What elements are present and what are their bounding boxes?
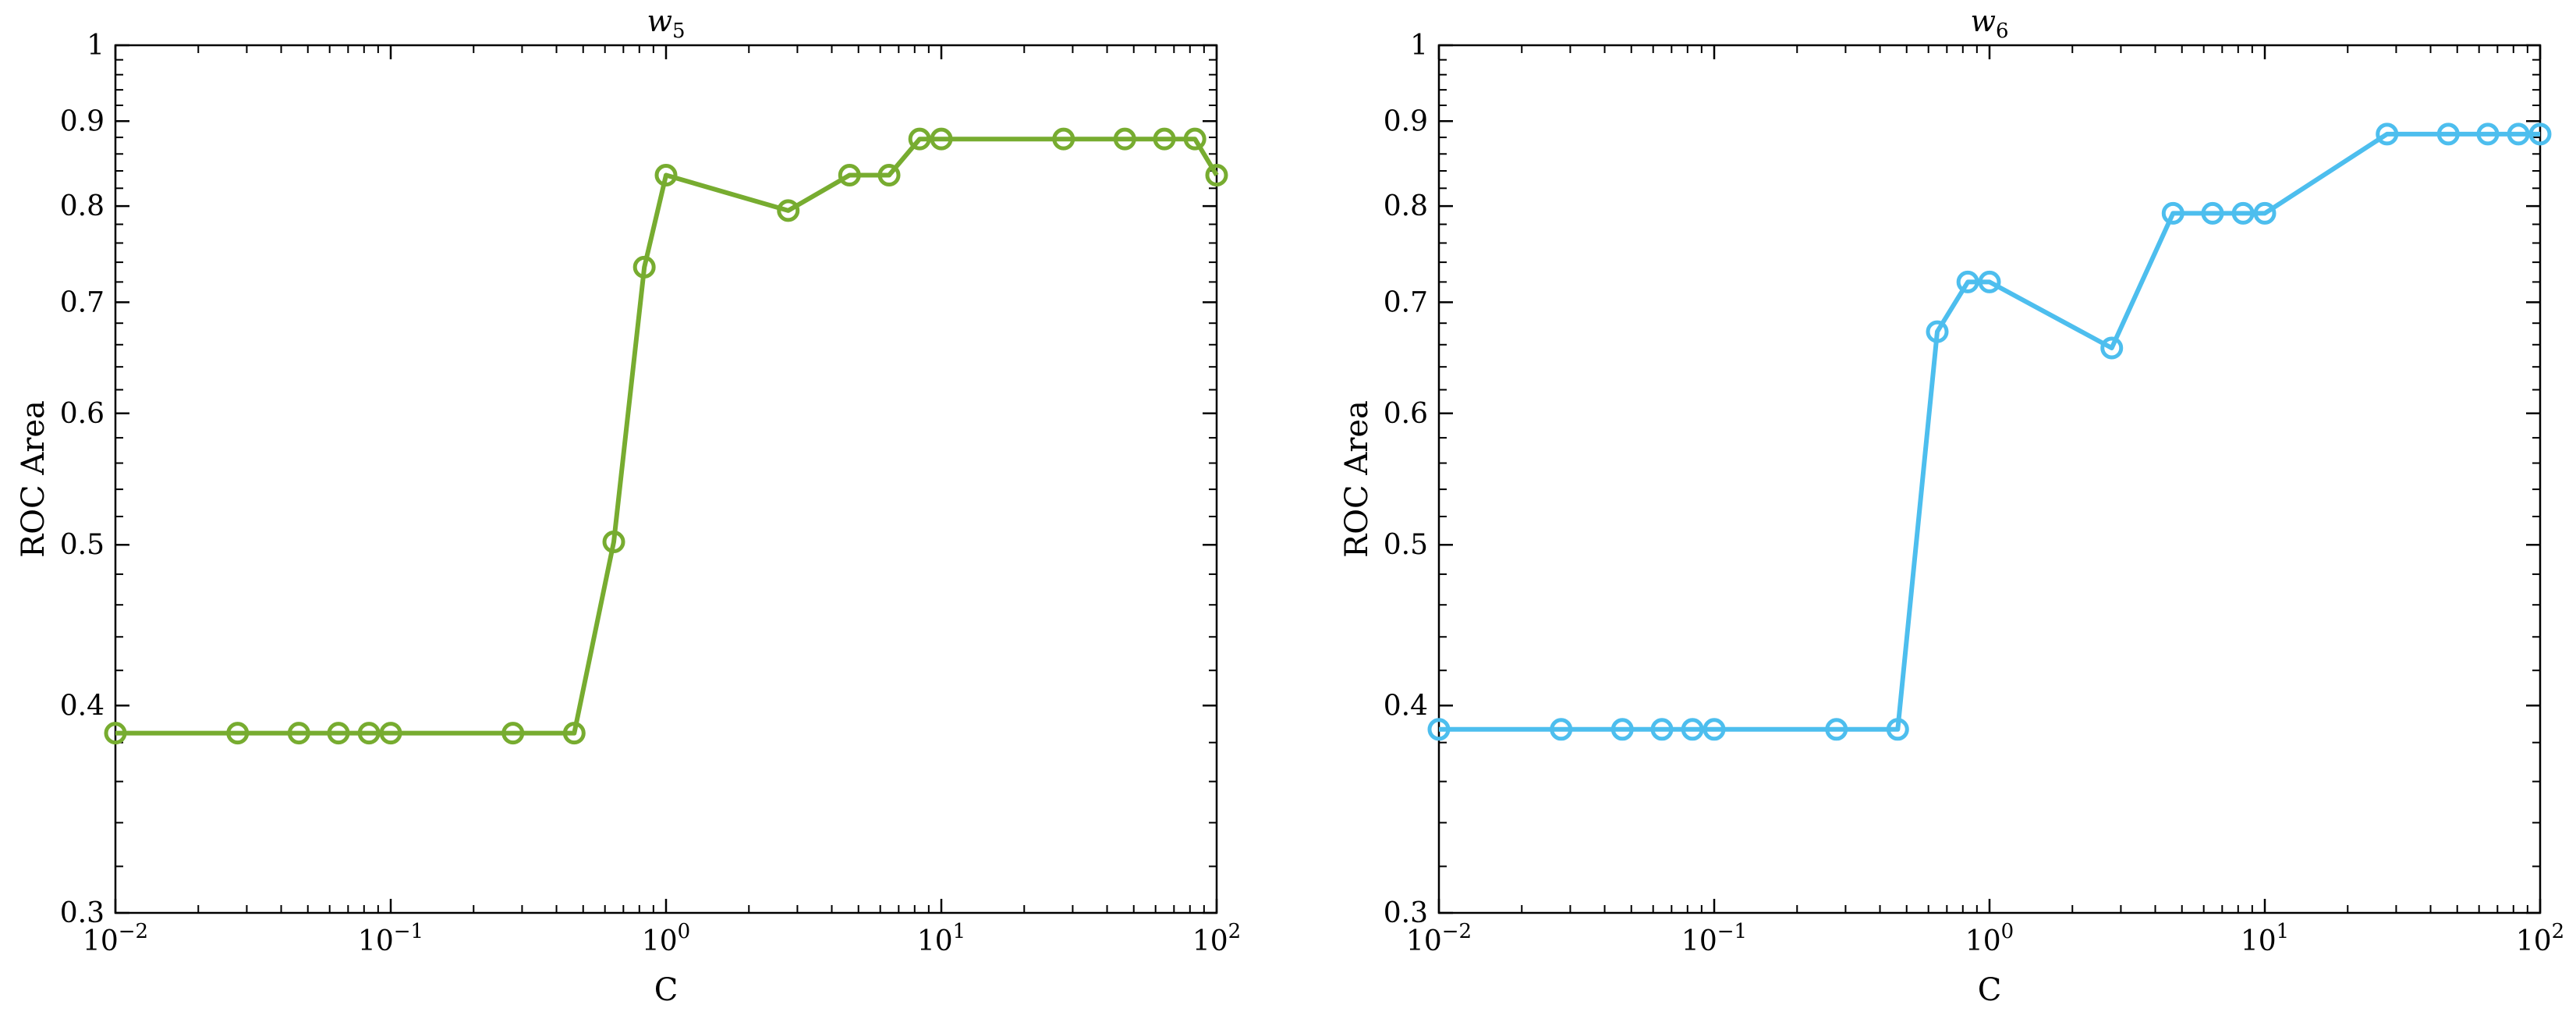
- x-tick-label: 102: [2516, 920, 2564, 957]
- data-point: [104, 722, 127, 745]
- data-point: [2436, 122, 2460, 146]
- data-point: [2201, 201, 2224, 225]
- data-point: [501, 722, 525, 745]
- x-tick-label: 102: [1192, 920, 1241, 957]
- y-tick-label: 0.4: [1384, 690, 1428, 722]
- data-point: [1183, 127, 1207, 151]
- x-tick-label: 100: [642, 920, 690, 957]
- data-point: [2100, 336, 2124, 360]
- y-tick-label: 0.7: [1384, 286, 1428, 318]
- data-point: [1550, 718, 1573, 741]
- x-minor-ticks: [1521, 45, 2528, 913]
- y-axis: 0.3 0.4 0.5 0.6 0.7 0.8 0.9 1: [1384, 30, 2540, 929]
- y-tick-label: 0.6: [60, 398, 105, 430]
- data-point: [327, 722, 350, 745]
- series-0: [104, 127, 1228, 745]
- x-tick-label: 10−1: [1681, 920, 1747, 957]
- data-point: [1681, 718, 1704, 741]
- series-line: [1439, 131, 2540, 732]
- data-point: [838, 164, 861, 187]
- data-point: [602, 531, 625, 554]
- y-tick-label: 0.5: [1384, 529, 1428, 561]
- y-tick-label: 0.8: [60, 190, 105, 222]
- data-point: [1650, 718, 1674, 741]
- data-point: [562, 722, 586, 745]
- y-axis-label: ROC Area: [16, 400, 51, 558]
- data-point: [777, 199, 800, 222]
- data-point: [654, 164, 678, 187]
- x-axis: 10−2 10−1 100 101 102: [1406, 45, 2564, 957]
- data-point: [2507, 122, 2530, 146]
- x-axis-label: C: [654, 972, 679, 1008]
- y-tick-label: 0.6: [1384, 398, 1428, 430]
- x-minor-ticks: [197, 45, 1205, 913]
- data-point: [2376, 122, 2399, 146]
- chart-panel-w5: 10−2 10−1 100 101 102 0.3 0.4 0.5 0.6 0.7 0.8 0.9 1 C…: [16, 4, 1241, 1008]
- data-point: [877, 164, 901, 187]
- x-tick-label: 101: [917, 920, 966, 957]
- series-line: [115, 137, 1219, 736]
- y-axis: 0.3 0.4 0.5 0.6 0.7 0.8 0.9 1: [60, 30, 1217, 929]
- data-point: [287, 722, 310, 745]
- data-point: [1205, 164, 1228, 187]
- axes-frame: [1437, 44, 2542, 914]
- y-tick-label: 0.5: [60, 529, 105, 561]
- x-axis: 10−2 10−1 100 101 102: [83, 45, 1241, 957]
- x-axis-label: C: [1978, 972, 2002, 1008]
- data-point: [226, 722, 250, 745]
- data-point: [2231, 201, 2255, 225]
- y-tick-label: 0.4: [60, 690, 105, 722]
- x-tick-label: 100: [1965, 920, 2014, 957]
- data-point: [1926, 320, 1949, 343]
- data-point: [2528, 122, 2552, 146]
- chart-title: w6: [1970, 4, 2008, 43]
- data-point: [1703, 718, 1726, 741]
- x-tick-label: 10−2: [83, 920, 148, 957]
- data-point: [379, 722, 402, 745]
- y-tick-label: 1: [1410, 30, 1428, 62]
- data-point: [1052, 127, 1075, 151]
- series-0: [1427, 122, 2552, 741]
- x-tick-label: 10−1: [358, 920, 423, 957]
- y-tick-label: 0.3: [60, 897, 105, 929]
- y-minor-ticks: [115, 44, 1217, 914]
- y-tick-label: 0.7: [60, 286, 105, 318]
- data-point: [1610, 718, 1634, 741]
- x-tick-label: 10−2: [1406, 920, 1472, 957]
- data-point: [930, 127, 953, 151]
- data-point: [1978, 270, 2001, 293]
- x-tick-label: 101: [2241, 920, 2289, 957]
- data-point: [1825, 718, 1848, 741]
- y-minor-ticks: [1439, 44, 2540, 914]
- y-tick-label: 0.8: [1384, 190, 1428, 222]
- chart-panel-w6: 10−2 10−1 100 101 102 0.3 0.4 0.5 0.6 0.7 0.8 0.9 1 C…: [1339, 4, 2564, 1008]
- data-point: [2476, 122, 2500, 146]
- data-point: [1886, 718, 1909, 741]
- y-tick-label: 1: [87, 30, 105, 62]
- data-point: [2253, 201, 2277, 225]
- y-tick-label: 0.9: [60, 105, 105, 137]
- data-point: [1113, 127, 1136, 151]
- data-point: [1427, 718, 1451, 741]
- y-tick-label: 0.3: [1384, 897, 1428, 929]
- y-axis-label: ROC Area: [1339, 400, 1375, 558]
- y-tick-label: 0.9: [1384, 105, 1428, 137]
- chart-title: w5: [647, 4, 685, 43]
- data-point: [1153, 127, 1176, 151]
- data-point: [908, 127, 931, 151]
- data-point: [357, 722, 381, 745]
- data-point: [2161, 201, 2184, 225]
- data-point: [1956, 270, 1979, 293]
- data-point: [632, 255, 656, 279]
